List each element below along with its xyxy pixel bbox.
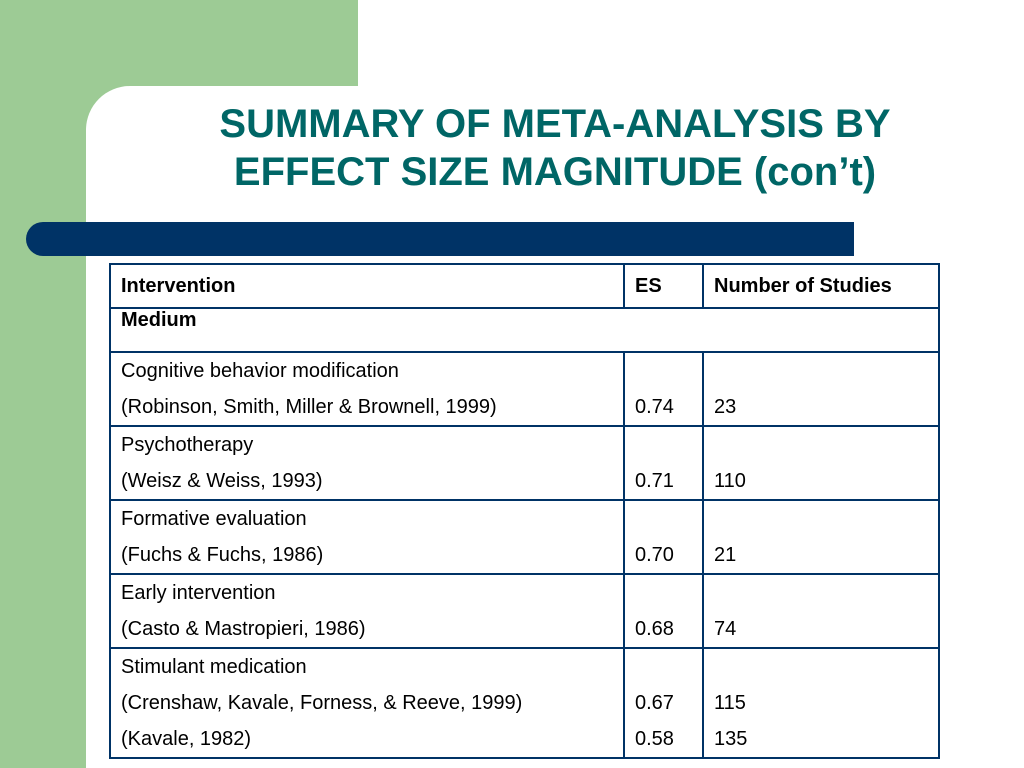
studies-cell: 21: [702, 499, 940, 575]
intervention-cell: Early intervention (Casto & Mastropieri,…: [109, 573, 625, 649]
es-value: 0.67: [635, 692, 674, 714]
intervention-citation: (Robinson, Smith, Miller & Brownell, 199…: [121, 396, 497, 418]
group-label: Medium: [109, 307, 940, 353]
es-cell: 0.71: [623, 425, 704, 501]
intervention-name: Cognitive behavior modification: [121, 360, 399, 382]
intervention-citation: (Fuchs & Fuchs, 1986): [121, 544, 324, 566]
header-number-of-studies: Number of Studies: [702, 263, 940, 309]
slide-title-line-1: SUMMARY OF META-ANALYSIS BY: [219, 102, 891, 146]
intervention-cell: Cognitive behavior modification (Robinso…: [109, 351, 625, 427]
studies-value: 115: [714, 692, 746, 714]
intervention-cell: Stimulant medication (Crenshaw, Kavale, …: [109, 647, 625, 759]
studies-value: 21: [714, 544, 737, 566]
intervention-name: Formative evaluation: [121, 508, 307, 530]
es-cell: 0.67 0.58: [623, 647, 704, 759]
studies-cell: 115 135: [702, 647, 940, 759]
es-value: 0.70: [635, 544, 674, 566]
intervention-cell: Formative evaluation (Fuchs & Fuchs, 198…: [109, 499, 625, 575]
es-cell: 0.70: [623, 499, 704, 575]
table-row: Formative evaluation (Fuchs & Fuchs, 198…: [109, 499, 940, 575]
meta-analysis-table: Intervention ES Number of Studies Medium…: [109, 263, 940, 759]
table-header-row: Intervention ES Number of Studies: [109, 263, 940, 309]
intervention-citation: (Casto & Mastropieri, 1986): [121, 618, 366, 640]
studies-cell: 23: [702, 351, 940, 427]
studies-cell: 74: [702, 573, 940, 649]
es-cell: 0.74: [623, 351, 704, 427]
studies-value: 135: [714, 728, 748, 750]
es-value: 0.71: [635, 470, 674, 492]
intervention-name: Stimulant medication: [121, 656, 307, 678]
table-row: Cognitive behavior modification (Robinso…: [109, 351, 940, 427]
es-cell: 0.68: [623, 573, 704, 649]
slide-title-line-2: EFFECT SIZE MAGNITUDE (con’t): [233, 150, 877, 194]
intervention-citation: (Kavale, 1982): [121, 728, 252, 750]
decorative-title-bar: [26, 222, 854, 256]
slide-title: SUMMARY OF META-ANALYSIS BY EFFECT SIZE …: [100, 100, 1010, 196]
group-row-medium: Medium: [109, 307, 940, 353]
intervention-name: Early intervention: [121, 582, 276, 604]
intervention-name: Psychotherapy: [121, 434, 254, 456]
studies-value: 23: [714, 396, 737, 418]
intervention-cell: Psychotherapy (Weisz & Weiss, 1993): [109, 425, 625, 501]
table-row: Early intervention (Casto & Mastropieri,…: [109, 573, 940, 649]
studies-cell: 110: [702, 425, 940, 501]
es-value: 0.68: [635, 618, 674, 640]
studies-value: 74: [714, 618, 737, 640]
es-value: 0.74: [635, 396, 674, 418]
studies-value: 110: [714, 470, 746, 492]
header-intervention: Intervention: [109, 263, 625, 309]
table-row: Psychotherapy (Weisz & Weiss, 1993) 0.71…: [109, 425, 940, 501]
table-row: Stimulant medication (Crenshaw, Kavale, …: [109, 647, 940, 759]
header-es: ES: [623, 263, 704, 309]
intervention-citation: (Weisz & Weiss, 1993): [121, 470, 323, 492]
intervention-citation: (Crenshaw, Kavale, Forness, & Reeve, 199…: [121, 692, 523, 714]
es-value: 0.58: [635, 728, 674, 750]
